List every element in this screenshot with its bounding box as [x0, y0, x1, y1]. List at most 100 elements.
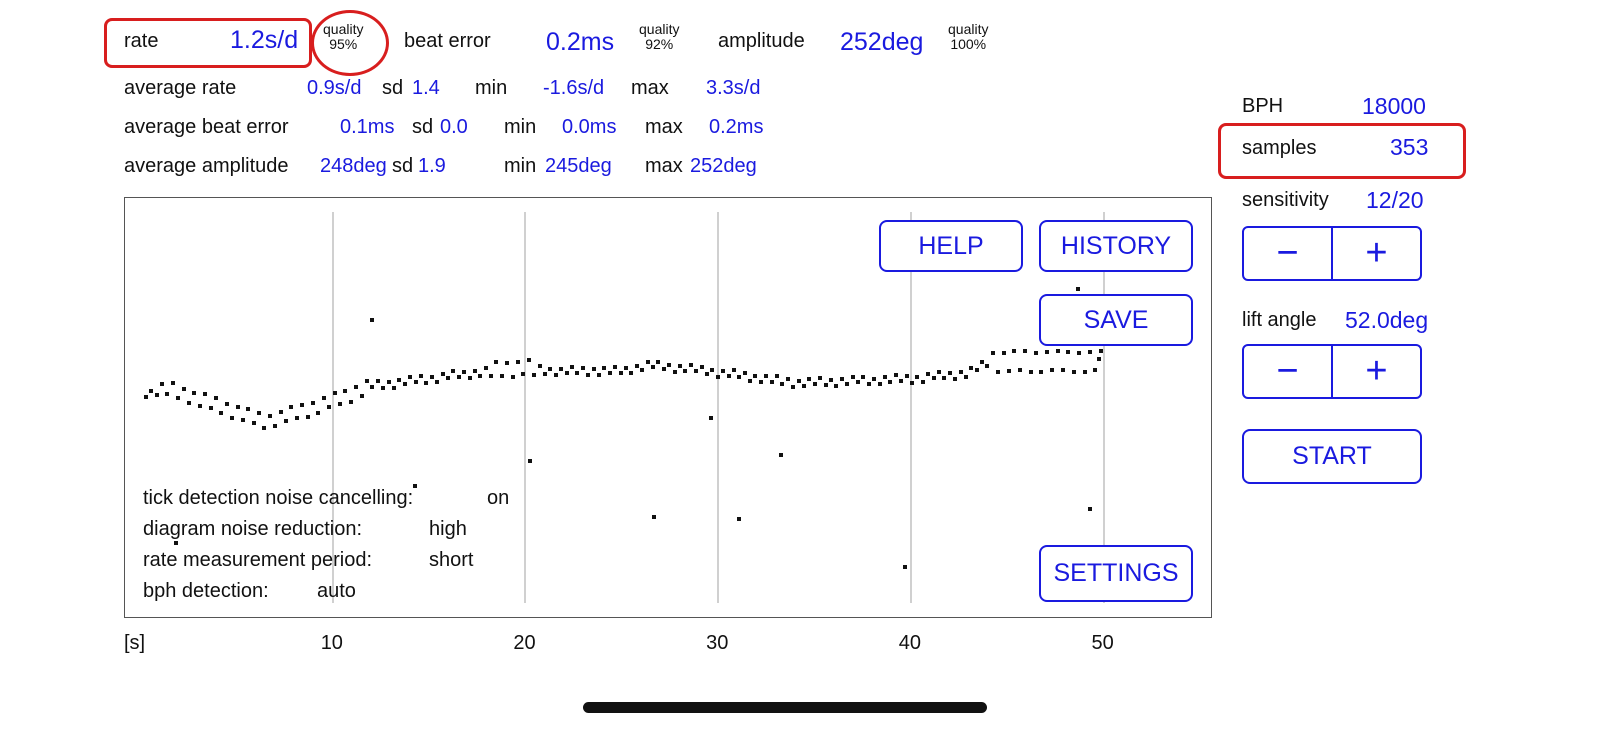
trace-dot: [877, 382, 882, 387]
trace-dot: [602, 365, 607, 370]
trace-dot: [737, 517, 741, 521]
beat-quality: quality 92%: [639, 21, 680, 52]
grid-line: [331, 212, 334, 603]
sensitivity-increase-button[interactable]: +: [1331, 228, 1420, 279]
trace-dot: [424, 380, 429, 385]
trace-dot: [327, 405, 332, 410]
trace-dot: [1050, 368, 1055, 373]
trace-dot: [402, 382, 407, 387]
trace-dot: [365, 378, 369, 383]
axis-unit: [s]: [124, 632, 146, 654]
trace-dot: [872, 376, 877, 381]
trace-dot: [753, 374, 758, 378]
trace-dot: [170, 380, 175, 385]
stat-max-label: max: [645, 116, 683, 138]
trace-dot: [758, 380, 763, 385]
home-indicator[interactable]: [583, 702, 987, 713]
trace-dot: [613, 364, 618, 369]
samples-highlight: [1218, 123, 1466, 179]
setting-value: auto: [317, 580, 356, 602]
trace-dot: [1017, 367, 1022, 372]
trace-dot: [526, 358, 531, 363]
trace-dot: [176, 395, 181, 400]
sensitivity-decrease-button[interactable]: −: [1276, 232, 1299, 274]
trace-dot: [1066, 350, 1071, 355]
trace-dot: [985, 364, 990, 369]
trace-dot: [348, 399, 353, 404]
trace-dot: [1039, 370, 1044, 375]
trace-dot: [1097, 357, 1101, 361]
stat-min: 0.0ms: [562, 116, 617, 138]
trace-dot: [645, 359, 650, 364]
trace-dot: [634, 364, 639, 369]
save-button[interactable]: SAVE: [1039, 294, 1193, 346]
rate-highlight: [104, 18, 312, 68]
bph-value: 18000: [1362, 93, 1426, 119]
trace-dot: [467, 375, 472, 380]
trace-dot: [278, 409, 283, 414]
trace-dot: [652, 515, 656, 519]
trace-dot: [1076, 287, 1080, 291]
trace-dot: [715, 374, 720, 379]
trace-dot: [165, 391, 170, 396]
trace-dot: [899, 379, 904, 384]
stat-min: 245deg: [545, 155, 612, 177]
trace-dot: [677, 364, 682, 369]
trace-dot: [607, 370, 612, 375]
trace-dot: [186, 401, 191, 406]
trace-dot: [699, 364, 704, 369]
trace-dot: [597, 373, 601, 378]
trace-dot: [149, 388, 154, 393]
trace-dot: [785, 377, 790, 382]
trace-dot: [338, 401, 343, 406]
trace-dot: [521, 372, 526, 377]
stat-avg: 248deg: [320, 155, 387, 177]
trace-dot: [893, 373, 898, 378]
trace-dot: [381, 385, 386, 390]
trace-dot: [591, 367, 596, 372]
settings-button[interactable]: SETTINGS: [1039, 545, 1193, 602]
trace-dot: [586, 372, 591, 377]
grid-line: [717, 212, 720, 603]
lift-angle-increase-button[interactable]: +: [1331, 346, 1420, 397]
trace-dot: [559, 366, 564, 371]
trace-dot: [629, 371, 634, 376]
setting-label: diagram noise reduction:: [143, 518, 363, 540]
trace-dot: [219, 411, 224, 416]
stat-min-label: min: [504, 155, 537, 177]
setting-label: bph detection:: [143, 580, 269, 602]
stat-avg: 0.1ms: [340, 116, 395, 138]
lift-angle-stepper[interactable]: − +: [1242, 344, 1422, 399]
stat-max: 0.2ms: [709, 116, 764, 138]
grid-line: [1102, 212, 1105, 603]
trace-dot: [672, 369, 677, 374]
lift-angle-decrease-button[interactable]: −: [1276, 350, 1299, 392]
trace-dot: [1034, 351, 1039, 356]
trace-dot: [1001, 350, 1006, 355]
trace-dot: [947, 370, 952, 375]
trace-dot: [251, 420, 256, 425]
trace-dot: [257, 411, 262, 416]
trace-dot: [850, 374, 855, 379]
stat-min-label: min: [475, 77, 508, 99]
trace-dot: [1088, 507, 1092, 511]
sensitivity-stepper[interactable]: − +: [1242, 226, 1422, 281]
samples-value: 353: [1390, 134, 1429, 160]
trace-dot: [688, 362, 693, 367]
trace-dot: [958, 370, 963, 375]
lift-angle-label: lift angle: [1242, 309, 1317, 331]
trace-dot: [575, 370, 580, 375]
trace-dot: [300, 403, 305, 408]
trace-dot: [580, 365, 585, 370]
trace-dot: [1082, 369, 1087, 374]
trace-dot: [413, 484, 417, 488]
history-button[interactable]: HISTORY: [1039, 220, 1193, 272]
setting-value: on: [487, 487, 510, 509]
start-button[interactable]: START: [1242, 429, 1422, 484]
trace-dot: [451, 369, 456, 374]
trace-dot: [1088, 349, 1092, 354]
help-button[interactable]: HELP: [879, 220, 1023, 272]
x-tick-label: 20: [513, 632, 536, 654]
trace-dot: [909, 380, 914, 385]
trace-dot: [1077, 351, 1082, 356]
